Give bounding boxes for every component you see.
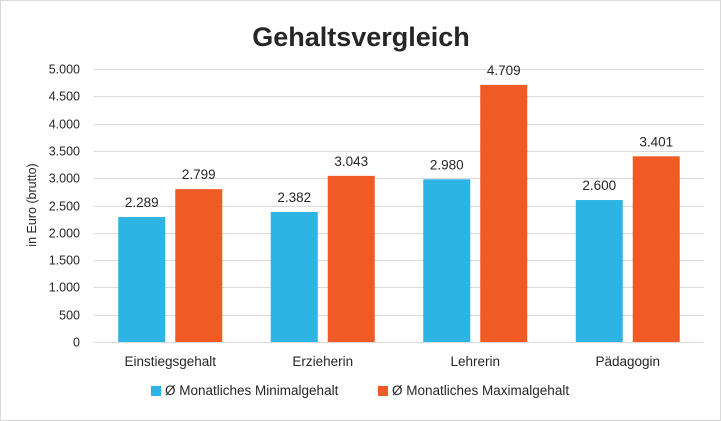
y-tick-label: 4.500 [49, 90, 80, 104]
x-category-label: Einstiegsgehalt [124, 354, 216, 369]
y-tick-label: 3.000 [49, 172, 80, 186]
y-tick-label: 500 [59, 309, 80, 323]
bar-value-label: 2.799 [182, 167, 216, 182]
y-tick-label: 1.000 [49, 281, 80, 295]
bar-value-label: 2.600 [582, 178, 616, 193]
bar-min [575, 200, 623, 342]
legend-label: Ø Monatliches Minimalgehalt [165, 383, 339, 398]
y-axis-title: in Euro (brutto) [25, 163, 39, 246]
bar-value-label: 4.709 [487, 63, 521, 78]
bar-value-label: 3.043 [334, 154, 368, 169]
y-tick-label: 1.500 [49, 254, 80, 268]
y-tick-label: 4.000 [49, 118, 80, 132]
y-axis-ticks: 0 500 1.000 1.500 2.000 2.500 3.000 3.500 4.000 4… [49, 63, 80, 350]
bar-value-label: 2.382 [277, 190, 311, 205]
data-labels: 2.289 2.799 2.382 3.043 2.980 4.709 2.600 3.401 [125, 63, 673, 210]
x-category-label: Pädagogin [595, 354, 660, 369]
bar-max [175, 189, 223, 342]
chart-title: Gehaltsvergleich [252, 22, 470, 52]
bar-max [327, 175, 375, 342]
legend: Ø Monatliches Minimalgehalt Ø Monatliches… [151, 383, 569, 398]
bar-max [480, 84, 528, 342]
x-axis-categories: Einstiegsgehalt Erzieherin Lehrerin Pädagog… [124, 354, 660, 369]
y-tick-label: 2.000 [49, 227, 80, 241]
bar-min [118, 217, 166, 342]
bar-min [270, 211, 318, 342]
y-tick-label: 0 [73, 336, 80, 350]
bars [118, 84, 680, 342]
x-category-label: Erzieherin [292, 354, 353, 369]
legend-swatch [378, 386, 388, 396]
bar-min [423, 179, 471, 342]
legend-label: Ø Monatliches Maximalgehalt [392, 383, 569, 398]
bar-value-label: 3.401 [639, 134, 673, 149]
y-tick-label: 3.500 [49, 145, 80, 159]
bar-value-label: 2.980 [430, 157, 464, 172]
y-tick-label: 2.500 [49, 200, 80, 214]
legend-swatch [151, 386, 161, 396]
bar-max [632, 156, 680, 342]
y-tick-label: 5.000 [49, 63, 80, 77]
bar-value-label: 2.289 [125, 195, 159, 210]
x-category-label: Lehrerin [450, 354, 500, 369]
